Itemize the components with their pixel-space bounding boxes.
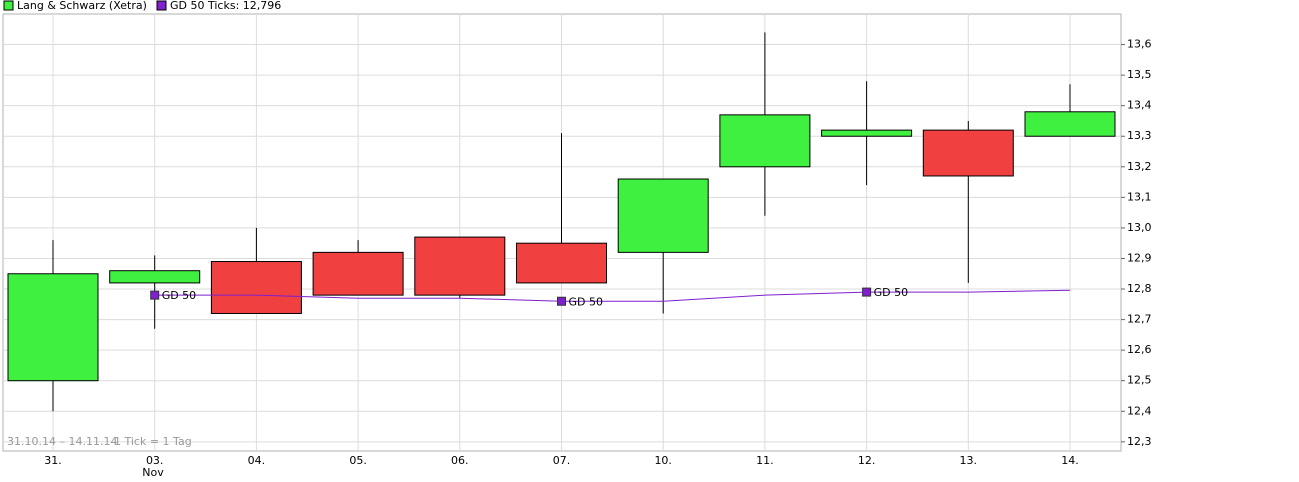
candle-body — [210, 261, 302, 314]
ma-marker — [150, 290, 160, 300]
y-tick-label: 13,0 — [1127, 221, 1152, 234]
line-series — [154, 289, 1071, 302]
x-tick-label: 07. — [553, 454, 571, 467]
x-tick-label: 31. — [44, 454, 62, 467]
y-tick-label: 12,4 — [1127, 404, 1152, 417]
candle-body — [719, 114, 811, 168]
y-tick-label: 13,2 — [1127, 160, 1152, 173]
candle-body — [7, 273, 99, 382]
x-tick-label: 14. — [1061, 454, 1079, 467]
x-tick-label: 04. — [248, 454, 266, 467]
candle-body — [1024, 111, 1116, 137]
candle-body — [617, 178, 709, 253]
ma-marker — [862, 287, 872, 297]
candle-body — [516, 242, 607, 284]
candle-body — [821, 129, 913, 137]
x-tick-label: 13. — [960, 454, 978, 467]
footer-note: 31.10.14 – 14.11.14 — [7, 435, 117, 448]
y-tick-label: 12,5 — [1127, 374, 1152, 387]
y-tick-label: 12,7 — [1127, 313, 1152, 326]
legend-swatch — [156, 0, 167, 11]
x-tick-label: 12. — [858, 454, 876, 467]
candle-body — [109, 270, 201, 284]
annotation: GD 50 — [569, 295, 604, 308]
footer-note: 1 Tick = 1 Tag — [114, 435, 192, 448]
y-tick-label: 12,6 — [1127, 343, 1152, 356]
legend-label: GD 50 Ticks: 12,796 — [170, 0, 281, 12]
candle-body — [922, 129, 1014, 177]
y-tick-label: 13,5 — [1127, 68, 1152, 81]
x-tick-label: 10. — [654, 454, 672, 467]
y-tick-label: 12,3 — [1127, 435, 1152, 448]
y-tick-label: 12,9 — [1127, 251, 1152, 264]
legend-label: Lang & Schwarz (Xetra) — [17, 0, 147, 12]
y-tick-label: 13,6 — [1127, 38, 1152, 51]
candle-body — [414, 236, 506, 296]
candle-body — [312, 251, 404, 296]
y-tick-label: 13,3 — [1127, 129, 1152, 142]
annotation: GD 50 — [162, 289, 197, 302]
x-tick-label: 06. — [451, 454, 469, 467]
legend-swatch — [3, 0, 14, 11]
x-tick-label: 05. — [349, 454, 367, 467]
ma-marker — [557, 296, 566, 306]
y-tick-label: 13,4 — [1127, 99, 1152, 112]
month-label: Nov — [142, 466, 164, 479]
y-tick-label: 13,1 — [1127, 190, 1152, 203]
annotation: GD 50 — [874, 286, 909, 299]
x-tick-label: 03. — [146, 454, 164, 467]
x-tick-label: 11. — [756, 454, 774, 467]
y-tick-label: 12,8 — [1127, 282, 1152, 295]
